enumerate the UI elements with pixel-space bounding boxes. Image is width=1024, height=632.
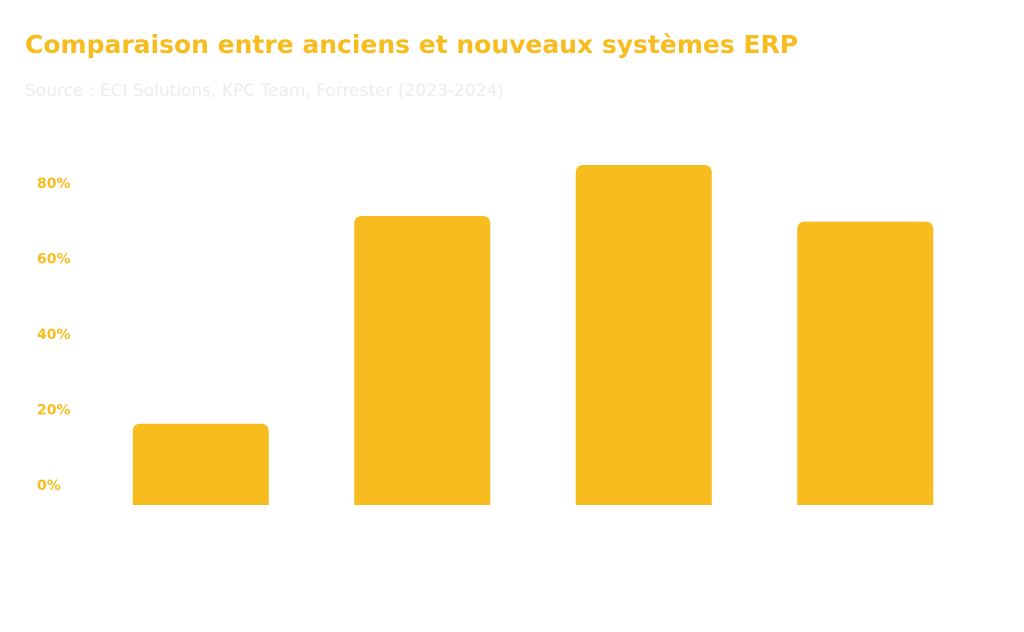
chart-title: Comparaison entre anciens et nouveaux sy… [25,30,799,59]
y-tick-label: 60% [37,251,71,267]
bar-3 [575,165,712,505]
y-tick-label: 20% [37,403,71,419]
bar-4 [797,221,934,505]
bar-1 [132,423,269,505]
y-axis: 0% 20% 40% 60% 80% [37,176,71,494]
y-tick-label: 0% [37,478,61,494]
y-tick-label: 40% [37,327,71,343]
y-tick-label: 80% [37,176,71,192]
chart-subtitle: Source : ECI Solutions, KPC Team, Forres… [25,81,504,101]
bar-2 [354,216,491,505]
bars [132,165,934,505]
